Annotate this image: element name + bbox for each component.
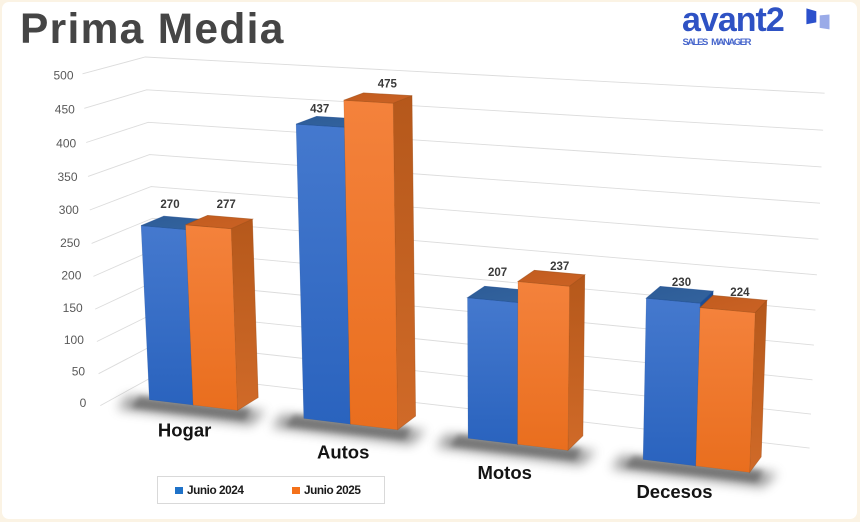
svg-text:277: 277 — [217, 199, 236, 211]
svg-text:200: 200 — [61, 268, 81, 282]
svg-text:270: 270 — [160, 199, 179, 211]
svg-text:500: 500 — [53, 68, 73, 82]
svg-text:475: 475 — [378, 79, 398, 91]
svg-text:230: 230 — [672, 277, 691, 289]
svg-text:0: 0 — [80, 396, 87, 410]
svg-text:250: 250 — [60, 236, 80, 250]
svg-text:437: 437 — [310, 103, 329, 115]
svg-text:Autos: Autos — [317, 442, 369, 463]
svg-text:Hogar: Hogar — [158, 419, 211, 440]
svg-text:Motos: Motos — [477, 462, 531, 483]
svg-text:224: 224 — [730, 287, 750, 299]
svg-text:400: 400 — [56, 136, 76, 150]
svg-text:207: 207 — [488, 267, 507, 279]
svg-text:100: 100 — [64, 333, 84, 347]
svg-text:150: 150 — [63, 301, 83, 315]
svg-text:237: 237 — [550, 261, 569, 273]
svg-text:Decesos: Decesos — [636, 481, 712, 502]
svg-text:50: 50 — [72, 365, 86, 379]
svg-text:350: 350 — [57, 170, 77, 184]
svg-text:300: 300 — [59, 203, 79, 217]
svg-text:450: 450 — [55, 103, 75, 117]
